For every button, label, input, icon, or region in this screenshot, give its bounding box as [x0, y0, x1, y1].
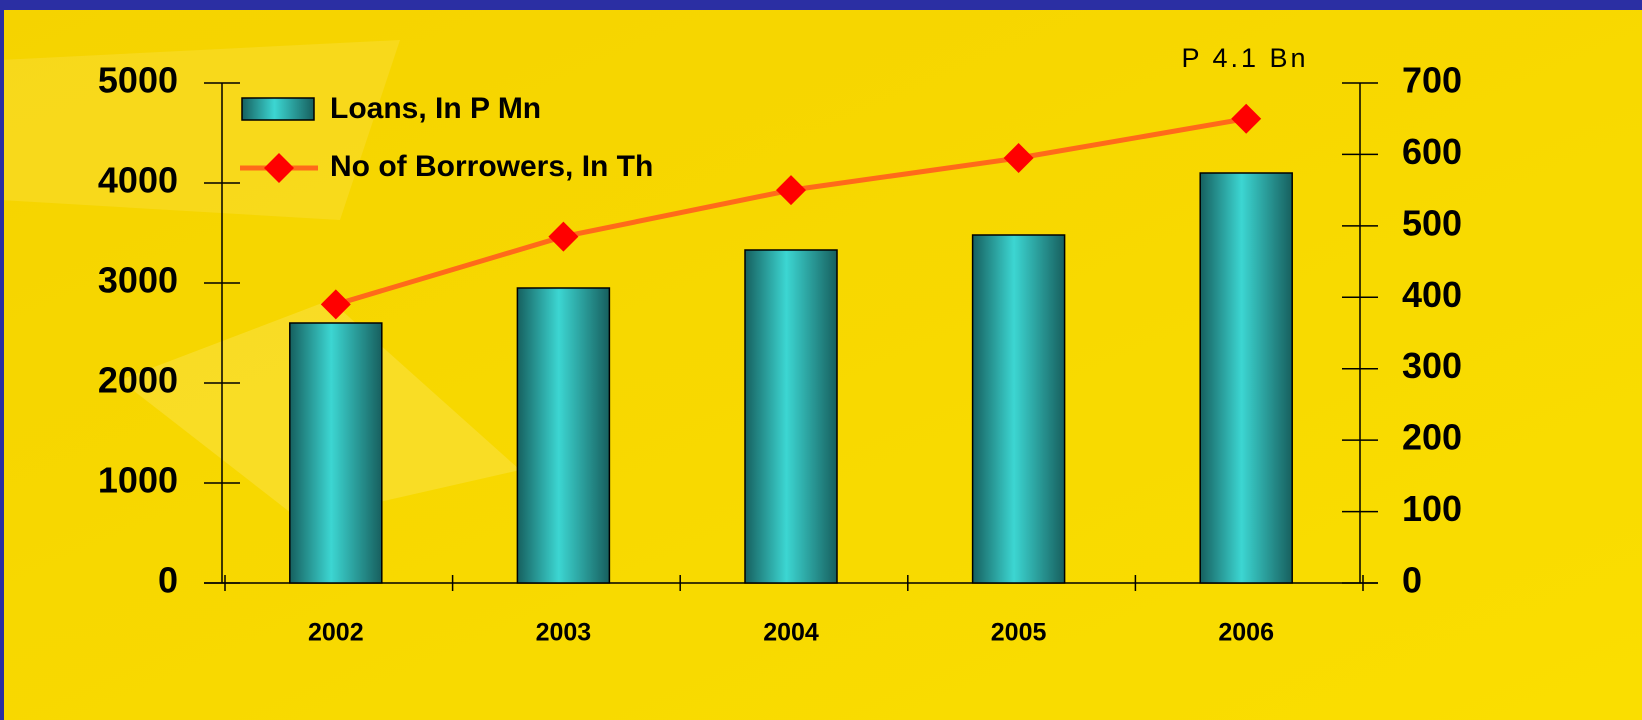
marker — [548, 221, 579, 252]
legend-label: Loans, In P Mn — [330, 92, 541, 125]
y2-tick-label: 0 — [1402, 560, 1422, 601]
legend-label: No of Borrowers, In Th — [330, 150, 653, 183]
legend-marker — [264, 153, 294, 183]
x-tick-label: 2003 — [536, 619, 592, 647]
y-tick-label: 0 — [158, 560, 178, 601]
y2-tick-label: 300 — [1402, 345, 1462, 386]
top-band — [0, 0, 1642, 10]
marker — [1003, 143, 1034, 173]
y2-tick-label: 200 — [1402, 417, 1462, 458]
bar — [289, 322, 383, 584]
y-tick-label: 2000 — [98, 360, 178, 401]
y-tick-label: 4000 — [98, 160, 178, 201]
y-tick-label: 1000 — [98, 460, 178, 501]
bar — [971, 234, 1066, 584]
bar — [1199, 172, 1293, 584]
annotation: P 4.1 Bn — [1181, 43, 1308, 73]
legend-swatch — [241, 97, 315, 121]
x-tick-label: 2004 — [763, 619, 819, 647]
decoration — [0, 40, 400, 220]
y2-tick-label: 600 — [1402, 131, 1462, 172]
y2-tick-label: 700 — [1402, 60, 1462, 101]
bar — [744, 249, 838, 584]
y2-tick-label: 500 — [1402, 202, 1462, 243]
bar — [516, 287, 611, 584]
left-border — [0, 0, 4, 720]
y2-tick-label: 400 — [1402, 274, 1462, 315]
x-tick-label: 2006 — [1218, 619, 1274, 647]
y-tick-label: 5000 — [98, 60, 178, 101]
x-tick-label: 2005 — [991, 619, 1047, 647]
y-tick-label: 3000 — [98, 260, 178, 301]
marker — [320, 289, 351, 320]
marker — [1231, 103, 1262, 134]
x-tick-label: 2002 — [308, 619, 364, 647]
marker — [776, 175, 806, 206]
y2-tick-label: 100 — [1402, 488, 1462, 529]
